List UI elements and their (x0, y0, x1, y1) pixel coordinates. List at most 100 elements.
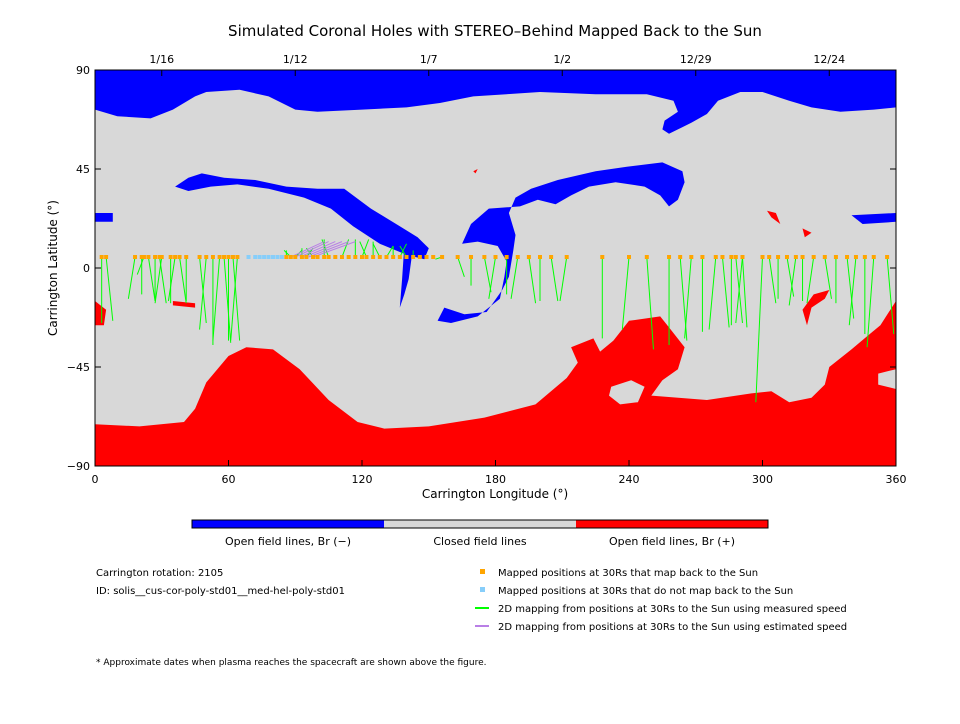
estimated-speed-mapping-line (295, 241, 329, 258)
mapping-lines (101, 239, 895, 403)
top-date-label: 1/12 (283, 53, 308, 66)
mapped-position-marker (353, 255, 358, 259)
measured-speed-mapping-line (684, 256, 692, 339)
colorbar-segment (384, 520, 576, 528)
unmapped-position-marker (266, 255, 271, 259)
measured-speed-mapping-line (399, 243, 407, 258)
mapped-position-marker (627, 255, 631, 259)
mapped-position-marker (153, 255, 158, 259)
legend-label: Mapped positions at 30Rs that do not map… (498, 586, 793, 597)
mapped-position-marker (315, 255, 320, 259)
measured-speed-mapping-line (232, 256, 241, 341)
mapped-position-marker (776, 255, 781, 259)
unmapped-position-marker (275, 255, 280, 259)
mapped-position-marker (217, 255, 222, 259)
mapped-position-marker (504, 255, 509, 259)
mapped-position-marker (784, 255, 789, 259)
mapped-position-marker (644, 255, 649, 259)
mapped-position-marker (333, 255, 338, 259)
unmapped-position-marker (246, 255, 251, 259)
mapped-position-marker (322, 255, 327, 259)
colorbar-segment (192, 520, 384, 528)
mapped-position-marker (339, 255, 344, 259)
measured-speed-mapping-line (866, 256, 875, 348)
mapped-position-marker (377, 255, 382, 259)
mapped-position-marker (713, 255, 718, 259)
measured-speed-mapping-line (646, 256, 654, 350)
measured-speed-mapping-line (361, 239, 370, 258)
mapped-position-marker (729, 255, 734, 259)
measured-speed-mapping-line (457, 256, 465, 277)
negative-coronal-hole (399, 246, 414, 308)
positive-coronal-hole (95, 301, 896, 466)
estimated-speed-mapping-line (308, 241, 349, 258)
model-id: ID: solis__cus-cor-poly-std01__med-hel-p… (96, 586, 345, 597)
mapped-position-marker (99, 255, 104, 259)
measured-speed-mapping-line (127, 256, 136, 299)
mapped-position-marker (440, 255, 445, 259)
measured-speed-mapping-line (886, 256, 895, 335)
mapped-position-marker (526, 255, 531, 259)
y-axis-label: Carrington Latitude (°) (46, 200, 60, 336)
mapped-position-marker (293, 255, 298, 259)
measured-speed-mapping-line (167, 256, 176, 302)
legend-label: 2D mapping from positions at 30Rs to the… (498, 622, 847, 633)
colorbar-frame (191, 519, 769, 529)
colorbar-label: Closed field lines (433, 535, 527, 548)
mapped-position-marker (800, 255, 805, 259)
unmapped-position-marker (257, 255, 262, 259)
measured-speed-mapping-line (179, 256, 187, 304)
measured-speed-mapping-line (154, 256, 163, 304)
mapped-position-marker (720, 255, 725, 259)
mapped-position-marker (364, 255, 369, 259)
mapped-position-marker (538, 255, 542, 259)
top-date-label: 1/2 (553, 53, 571, 66)
x-tick-label: 300 (752, 473, 773, 486)
measured-speed-mapping-line (786, 256, 795, 297)
colorbar-label: Open field lines, Br (+) (609, 535, 735, 548)
unmapped-position-marker (262, 255, 267, 259)
mapped-position-marker (667, 255, 672, 259)
mapped-position-marker (862, 255, 867, 259)
legend-label: Mapped positions at 30Rs that map back t… (498, 568, 758, 579)
mapped-position-marker (397, 255, 402, 259)
y-tick-label: 90 (76, 64, 90, 77)
mapped-position-marker (871, 255, 876, 259)
coronal-hole-regions (95, 70, 896, 466)
measured-speed-mapping-line (741, 256, 748, 328)
estimated-speed-mapping-line (312, 241, 356, 258)
top-date-label: 1/16 (149, 53, 174, 66)
measured-speed-mapping-line (806, 256, 815, 304)
mapped-position-marker (853, 255, 858, 259)
measured-speed-mapping-line (846, 256, 855, 319)
positive-coronal-hole (802, 228, 812, 238)
mapped-position-marker (235, 255, 240, 259)
mapped-position-marker (404, 255, 409, 259)
measured-speed-mapping-line (105, 256, 114, 321)
mapped-position-marker (146, 255, 151, 259)
mapped-position-marker (411, 255, 416, 259)
mapped-position-marker (304, 255, 309, 259)
measured-speed-mapping-line (212, 256, 221, 341)
x-tick-label: 0 (92, 473, 99, 486)
mapped-position-marker (133, 255, 138, 259)
mapped-position-marker (159, 255, 164, 259)
y-tick-label: 0 (83, 262, 90, 275)
mapped-position-marker (455, 255, 460, 259)
measured-speed-mapping-line (550, 256, 559, 302)
mapped-position-marker (168, 255, 173, 259)
mapped-position-marker (177, 255, 182, 259)
mapped-position-markers (99, 255, 890, 259)
mapped-position-marker (549, 255, 554, 259)
unmapped-position-marker (279, 255, 284, 259)
legend-marker (480, 587, 485, 592)
measured-speed-mapping-line (510, 256, 519, 299)
colorbar: Open field lines, Br (−) Closed field lin… (191, 519, 769, 548)
positive-coronal-hole (802, 290, 830, 326)
x-tick-label: 60 (222, 473, 236, 486)
y-tick-label: −45 (67, 361, 90, 374)
mapped-position-marker (230, 255, 235, 259)
mapped-position-marker (740, 255, 745, 259)
positive-coronal-hole (473, 169, 478, 174)
